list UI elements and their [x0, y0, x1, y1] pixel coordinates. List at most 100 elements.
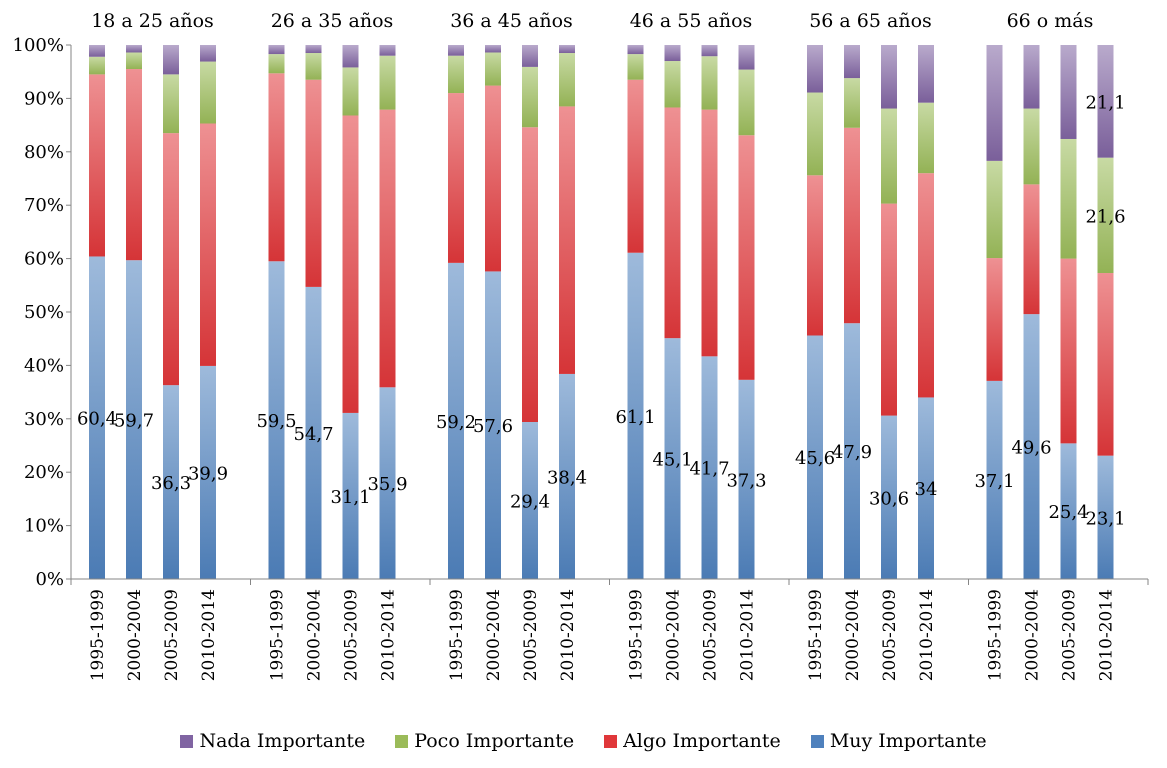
group-title-36-a-45-a-os: 36 a 45 años: [450, 10, 573, 32]
legend-swatch-nada: [180, 734, 194, 748]
x-tick-label-56-a-65-a-os-2005-2009: 2005-2009: [880, 589, 900, 681]
bar-poco-importante-46-a-55-a-os-2005-2009: [701, 56, 718, 110]
legend-item-poco: Poco Importante: [395, 730, 574, 752]
bar-nada-importante-18-a-25-a-os-2010-2014: [200, 45, 216, 62]
bar-poco-importante-36-a-45-a-os-2010-2014: [559, 53, 575, 107]
bar-muy-importante-26-a-35-a-os-2010-2014: [379, 387, 396, 579]
bar-algo-importante-66-o-m-s-1995-1999: [986, 258, 1003, 381]
data-label-muy-importante-26-a-35-a-os-1995-1999: 59,5: [256, 411, 296, 432]
x-tick-label-26-a-35-a-os-2010-2014: 2010-2014: [379, 589, 399, 681]
bar-algo-importante-66-o-m-s-2000-2004: [1023, 184, 1040, 315]
x-tick-label-36-a-45-a-os-2000-2004: 2000-2004: [484, 589, 504, 681]
bar-nada-importante-56-a-65-a-os-2000-2004: [844, 45, 860, 79]
x-tick-label-18-a-25-a-os-2010-2014: 2010-2014: [199, 589, 219, 681]
data-label-muy-importante-36-a-45-a-os-2010-2014: 38,4: [547, 467, 587, 488]
x-tick-label-56-a-65-a-os-2010-2014: 2010-2014: [917, 589, 937, 681]
bar-poco-importante-56-a-65-a-os-1995-1999: [807, 92, 823, 176]
bar-muy-importante-36-a-45-a-os-2005-2009: [522, 422, 538, 579]
legend-item-nada: Nada Importante: [180, 730, 365, 752]
bar-nada-importante-56-a-65-a-os-2010-2014: [918, 45, 934, 103]
bar-algo-importante-18-a-25-a-os-2000-2004: [126, 69, 142, 261]
bar-poco-importante-36-a-45-a-os-1995-1999: [448, 55, 464, 94]
bar-algo-importante-26-a-35-a-os-2010-2014: [379, 109, 396, 388]
bar-poco-importante-26-a-35-a-os-2000-2004: [305, 53, 322, 80]
bar-muy-importante-66-o-m-s-2010-2014: [1097, 455, 1114, 579]
bar-algo-importante-56-a-65-a-os-2005-2009: [881, 203, 897, 416]
bar-muy-importante-66-o-m-s-1995-1999: [986, 380, 1003, 579]
bar-nada-importante-36-a-45-a-os-2005-2009: [522, 45, 538, 67]
bar-algo-importante-18-a-25-a-os-1995-1999: [89, 74, 105, 257]
bar-algo-importante-26-a-35-a-os-2000-2004: [305, 79, 322, 287]
bar-muy-importante-46-a-55-a-os-2010-2014: [738, 379, 755, 579]
bar-algo-importante-36-a-45-a-os-2000-2004: [485, 85, 501, 272]
x-tick-label-56-a-65-a-os-2000-2004: 2000-2004: [843, 589, 863, 681]
bar-nada-importante-46-a-55-a-os-2005-2009: [701, 45, 718, 57]
bar-muy-importante-18-a-25-a-os-2005-2009: [163, 385, 179, 579]
bar-algo-importante-56-a-65-a-os-2000-2004: [844, 127, 860, 324]
legend-label-algo: Algo Importante: [623, 730, 781, 752]
x-tick-label-46-a-55-a-os-2005-2009: 2005-2009: [701, 589, 721, 681]
y-tick-label: 80%: [24, 142, 64, 163]
legend-label-poco: Poco Importante: [414, 730, 575, 752]
labels-layer: 18 a 25 años 60,459,7 36,339,9 26 a 35 años…: [77, 10, 1126, 529]
bar-algo-importante-18-a-25-a-os-2005-2009: [163, 133, 179, 386]
bar-muy-importante-46-a-55-a-os-1995-1999: [627, 252, 644, 579]
bar-nada-importante-36-a-45-a-os-2010-2014: [559, 45, 575, 54]
x-tick-label-56-a-65-a-os-1995-1999: 1995-1999: [806, 589, 826, 681]
y-tick-label: 40%: [24, 355, 64, 376]
bar-algo-importante-66-o-m-s-2005-2009: [1060, 258, 1077, 444]
bar-algo-importante-46-a-55-a-os-2010-2014: [738, 135, 755, 380]
data-label-muy-importante-46-a-55-a-os-2005-2009: 41,7: [689, 459, 729, 480]
x-tick-label-36-a-45-a-os-1995-1999: 1995-1999: [447, 589, 467, 681]
bar-muy-importante-66-o-m-s-2000-2004: [1023, 314, 1040, 579]
bar-muy-importante-18-a-25-a-os-1995-1999: [89, 256, 105, 579]
bar-nada-importante-26-a-35-a-os-2000-2004: [305, 45, 322, 54]
legend-item-algo: Algo Importante: [604, 730, 781, 752]
y-tick-label: 70%: [24, 195, 64, 216]
x-tick-label-26-a-35-a-os-2000-2004: 2000-2004: [305, 589, 325, 681]
data-label-muy-importante-56-a-65-a-os-2010-2014: 34: [915, 479, 938, 500]
y-tick-label: 90%: [24, 88, 64, 109]
bar-poco-importante-18-a-25-a-os-1995-1999: [89, 56, 105, 75]
bar-muy-importante-36-a-45-a-os-2010-2014: [559, 373, 575, 579]
bar-muy-importante-46-a-55-a-os-2000-2004: [664, 338, 681, 579]
legend-label-muy: Muy Importante: [829, 730, 987, 752]
bar-nada-importante-18-a-25-a-os-1995-1999: [89, 45, 105, 57]
y-tick-label: 10%: [24, 516, 64, 537]
data-label-muy-importante-26-a-35-a-os-2005-2009: 31,1: [330, 487, 370, 508]
bar-poco-importante-18-a-25-a-os-2010-2014: [200, 61, 216, 124]
legend-swatch-poco: [395, 734, 409, 748]
bar-poco-importante-26-a-35-a-os-2005-2009: [342, 67, 359, 116]
x-tick-label-66-o-m-s-2005-2009: 2005-2009: [1060, 589, 1080, 681]
bar-poco-importante-66-o-m-s-2005-2009: [1060, 138, 1077, 259]
bar-algo-importante-18-a-25-a-os-2010-2014: [200, 123, 216, 366]
data-label-nada-importante-66-o-m-s-2010-2014: 21,1: [1085, 92, 1125, 113]
x-tick-label-26-a-35-a-os-2005-2009: 2005-2009: [342, 589, 362, 681]
group-title-56-a-65-a-os: 56 a 65 años: [809, 10, 932, 32]
bar-nada-importante-36-a-45-a-os-1995-1999: [448, 45, 464, 56]
data-label-muy-importante-18-a-25-a-os-2010-2014: 39,9: [188, 463, 228, 484]
bar-muy-importante-26-a-35-a-os-2000-2004: [305, 286, 322, 579]
bar-algo-importante-56-a-65-a-os-1995-1999: [807, 175, 823, 336]
data-label-muy-importante-18-a-25-a-os-2000-2004: 59,7: [114, 411, 154, 432]
bar-muy-importante-56-a-65-a-os-2010-2014: [918, 397, 934, 579]
bar-muy-importante-36-a-45-a-os-2000-2004: [485, 271, 501, 579]
x-tick-label-36-a-45-a-os-2010-2014: 2010-2014: [558, 589, 578, 681]
x-tick-label-46-a-55-a-os-2010-2014: 2010-2014: [738, 589, 758, 681]
legend-item-muy: Muy Importante: [810, 730, 987, 752]
data-label-muy-importante-36-a-45-a-os-2000-2004: 57,6: [473, 416, 513, 437]
legend-label-nada: Nada Importante: [199, 730, 366, 752]
bar-nada-importante-66-o-m-s-2000-2004: [1023, 45, 1040, 109]
bar-algo-importante-26-a-35-a-os-2005-2009: [342, 115, 359, 413]
bar-poco-importante-66-o-m-s-1995-1999: [986, 160, 1003, 259]
data-label-muy-importante-46-a-55-a-os-2000-2004: 45,1: [652, 450, 692, 471]
bar-poco-importante-56-a-65-a-os-2005-2009: [881, 108, 897, 204]
bar-muy-importante-66-o-m-s-2005-2009: [1060, 443, 1077, 579]
bar-poco-importante-36-a-45-a-os-2000-2004: [485, 52, 501, 86]
x-tick-label-18-a-25-a-os-1995-1999: 1995-1999: [88, 589, 108, 681]
bar-algo-importante-36-a-45-a-os-2010-2014: [559, 106, 575, 374]
axis-layer: 1995-1999 2000-2004 2005-2009 2010-2014 1995…: [13, 35, 1149, 681]
bar-poco-importante-66-o-m-s-2000-2004: [1023, 108, 1040, 185]
data-label-poco-importante-66-o-m-s-2010-2014: 21,6: [1085, 206, 1125, 227]
bar-algo-importante-36-a-45-a-os-2005-2009: [522, 127, 538, 423]
